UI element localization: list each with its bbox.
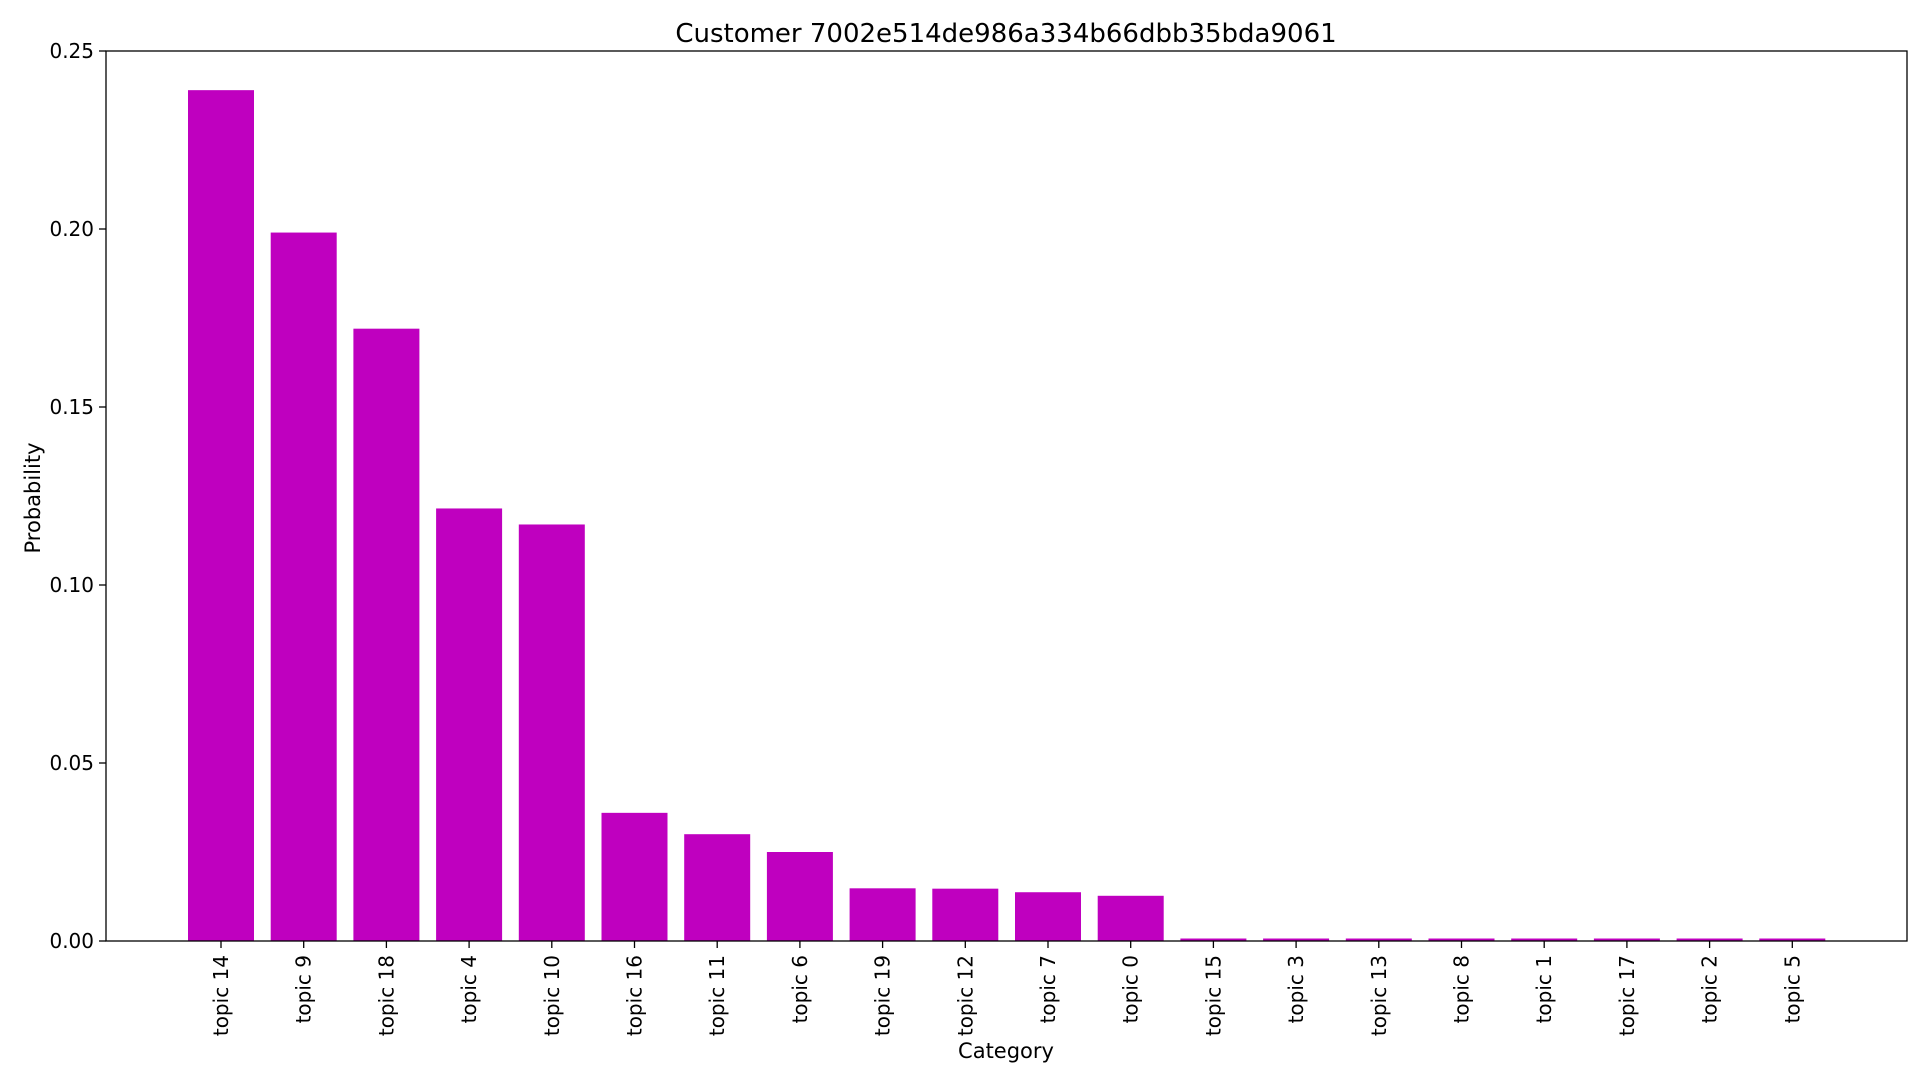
x-tick-label: topic 6 [788, 955, 812, 1023]
plot-frame [105, 50, 1908, 942]
x-tick-label: topic 0 [1119, 955, 1143, 1023]
bar-topic-7 [1015, 892, 1081, 941]
x-tick-label: topic 10 [540, 955, 564, 1036]
x-tick-label: topic 16 [623, 955, 647, 1036]
bar-topic-19 [849, 888, 916, 941]
x-tick-label: topic 4 [457, 955, 481, 1023]
x-tick-label: topic 7 [1036, 955, 1060, 1023]
bar-topic-17 [1593, 938, 1660, 941]
bar-topic-8 [1428, 938, 1495, 941]
bar-topic-1 [1511, 938, 1578, 941]
bar-topic-16 [601, 812, 668, 941]
x-axis: topic 14 topic 9 topic 18 topic 4 topic 10 to… [209, 941, 1804, 1036]
bar-topic-2 [1676, 938, 1743, 941]
x-tick-label: topic 3 [1284, 955, 1308, 1023]
x-tick-label: topic 15 [1201, 955, 1225, 1036]
bar-topic-3 [1263, 938, 1330, 941]
x-tick-label: topic 12 [953, 955, 977, 1036]
bar-topic-12 [932, 888, 999, 941]
y-tick-label: 0.25 [49, 39, 94, 63]
y-tick-label: 0.20 [49, 217, 94, 241]
chart-title: Customer 7002e514de986a334b66dbb35bda906… [675, 19, 1336, 49]
y-tick-label: 0.15 [49, 395, 94, 419]
bar-topic-13 [1345, 938, 1412, 941]
x-tick-label: topic 5 [1780, 955, 1804, 1023]
x-tick-label: topic 11 [705, 955, 729, 1036]
y-axis-label: Probability [21, 442, 45, 553]
bar-topic-10 [518, 524, 585, 941]
bar-topic-6 [766, 852, 833, 941]
bar-topic-0 [1097, 895, 1164, 941]
bar-topic-9 [270, 232, 337, 941]
x-tick-label: topic 9 [292, 955, 316, 1023]
bars-group [188, 90, 1826, 941]
x-tick-label: topic 17 [1615, 955, 1639, 1036]
bar-topic-15 [1180, 938, 1247, 941]
bar-topic-11 [684, 834, 751, 941]
x-tick-label: topic 19 [871, 955, 895, 1036]
y-tick-label: 0.10 [49, 573, 94, 597]
x-tick-label: topic 2 [1698, 955, 1722, 1023]
bar-topic-5 [1759, 938, 1826, 941]
x-tick-label: topic 14 [209, 955, 233, 1036]
y-tick-label: 0.00 [49, 929, 94, 953]
y-axis: 0.00 0.05 0.10 0.15 0.20 0.25 [49, 39, 106, 953]
bar-topic-18 [353, 328, 420, 941]
x-tick-label: topic 13 [1367, 955, 1391, 1036]
bar-topic-4 [436, 508, 503, 941]
x-tick-label: topic 1 [1532, 955, 1556, 1023]
bar-topic-14 [188, 90, 254, 941]
x-tick-label: topic 18 [374, 955, 398, 1036]
x-axis-label: Category [958, 1039, 1054, 1063]
y-tick-label: 0.05 [49, 751, 94, 775]
x-tick-label: topic 8 [1450, 955, 1474, 1023]
